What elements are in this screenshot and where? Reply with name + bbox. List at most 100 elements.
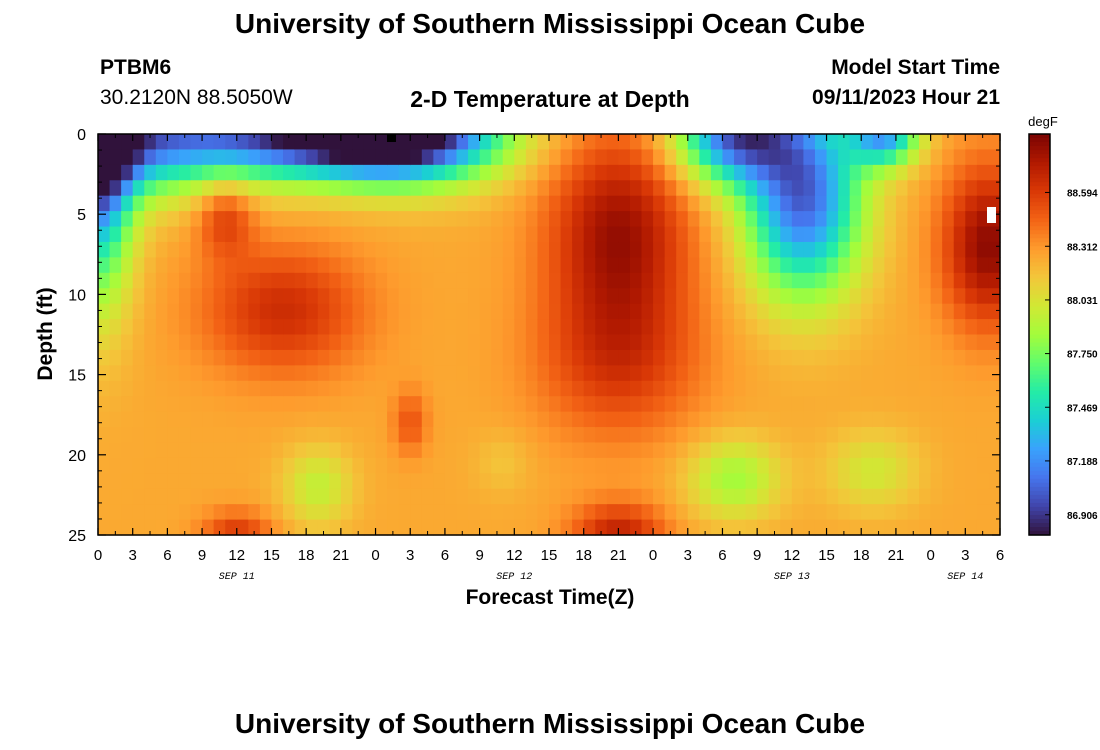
heatmap-cell (953, 257, 966, 274)
heatmap-cell (687, 149, 700, 166)
heatmap-cell (572, 365, 585, 382)
heatmap-cell (814, 334, 828, 351)
heatmap-cell (629, 365, 643, 382)
colorbar-band (1029, 478, 1050, 484)
heatmap-cell (629, 195, 643, 212)
heatmap-cell (965, 504, 978, 521)
heatmap-cell (549, 365, 562, 382)
heatmap-cell (479, 473, 492, 490)
heatmap-cell (976, 195, 990, 212)
heatmap-cell (456, 504, 469, 521)
heatmap-cell (514, 442, 527, 459)
heatmap-cell (283, 241, 296, 258)
colorbar-band (1029, 378, 1050, 384)
heatmap-cell (444, 457, 458, 474)
heatmap-cell (236, 365, 249, 382)
heatmap-cell (722, 334, 735, 351)
heatmap-cell (479, 519, 492, 536)
heatmap-cell (976, 473, 990, 490)
heatmap-cell (653, 257, 666, 274)
colorbar-band (1029, 522, 1050, 528)
heatmap-cell (965, 349, 978, 366)
heatmap-cell (722, 457, 735, 474)
heatmap-cell (317, 504, 330, 521)
heatmap-cell (606, 149, 619, 166)
heatmap-cell (109, 149, 122, 166)
heatmap-cell (768, 319, 781, 336)
colorbar-tick-label: 88.594 (1067, 188, 1098, 199)
heatmap-cell (352, 334, 365, 351)
heatmap-cell (132, 134, 145, 151)
heatmap-cell (549, 319, 562, 336)
heatmap-cell (710, 134, 724, 151)
x-date-label: SEP 11 (219, 572, 255, 583)
heatmap-cell (514, 195, 527, 212)
heatmap-cell (410, 504, 423, 521)
heatmap-cell (572, 396, 585, 413)
model-start-value: 09/11/2023 Hour 21 (812, 86, 1000, 109)
heatmap-cell (919, 257, 932, 274)
heatmap-cell (248, 195, 261, 212)
heatmap-cell (340, 226, 354, 243)
heatmap-cell (283, 488, 296, 505)
heatmap-cell (537, 349, 550, 366)
heatmap-cell (109, 180, 122, 197)
heatmap-cell (479, 211, 492, 228)
heatmap-cell (618, 334, 631, 351)
heatmap-cell (942, 349, 955, 366)
heatmap-cell (398, 195, 411, 212)
heatmap-cell (826, 349, 839, 366)
heatmap-cell (676, 272, 689, 289)
heatmap-cell (699, 303, 712, 320)
heatmap-cell (259, 396, 273, 413)
heatmap-cell (479, 349, 492, 366)
heatmap-cell (745, 473, 758, 490)
heatmap-cell (306, 488, 319, 505)
heatmap-cell (826, 488, 839, 505)
heatmap-cell (144, 442, 157, 459)
heatmap-cell (155, 195, 168, 212)
colorbar-tick-label: 86.906 (1067, 511, 1098, 522)
heatmap-cell (329, 241, 342, 258)
heatmap-cell (225, 288, 238, 305)
heatmap-cell (109, 380, 122, 397)
heatmap-cell (178, 365, 192, 382)
heatmap-cell (433, 303, 446, 320)
heatmap-cell (525, 349, 539, 366)
heatmap-cell (780, 334, 793, 351)
heatmap-cell (629, 319, 643, 336)
heatmap-cell (745, 226, 758, 243)
heatmap-cell (352, 380, 365, 397)
heatmap-cell (225, 180, 238, 197)
heatmap-cell (213, 427, 226, 444)
heatmap-cell (930, 396, 943, 413)
heatmap-cell (375, 396, 388, 413)
heatmap-cell (965, 380, 978, 397)
heatmap-cell (676, 349, 689, 366)
heatmap-cell (375, 195, 388, 212)
heatmap-cell (745, 149, 758, 166)
heatmap-cell (306, 319, 319, 336)
heatmap-cell (930, 504, 943, 521)
heatmap-cell (919, 288, 932, 305)
heatmap-cell (757, 442, 770, 459)
heatmap-cell (884, 380, 897, 397)
heatmap-cell (907, 195, 920, 212)
heatmap-cell (132, 149, 145, 166)
heatmap-cell (710, 473, 724, 490)
heatmap-cell (768, 303, 781, 320)
heatmap-cell (167, 504, 180, 521)
heatmap-cell (919, 334, 932, 351)
heatmap-cell (340, 164, 354, 181)
heatmap-cell (306, 349, 319, 366)
heatmap-cell (121, 473, 134, 490)
colorbar-band (1029, 486, 1050, 492)
heatmap-cell (375, 164, 388, 181)
heatmap-cell (826, 303, 839, 320)
heatmap-cell (838, 427, 851, 444)
heatmap-cell (537, 519, 550, 536)
heatmap-cell (468, 488, 481, 505)
heatmap-cell (919, 164, 932, 181)
heatmap-cell (768, 504, 781, 521)
heatmap-cell (387, 457, 400, 474)
